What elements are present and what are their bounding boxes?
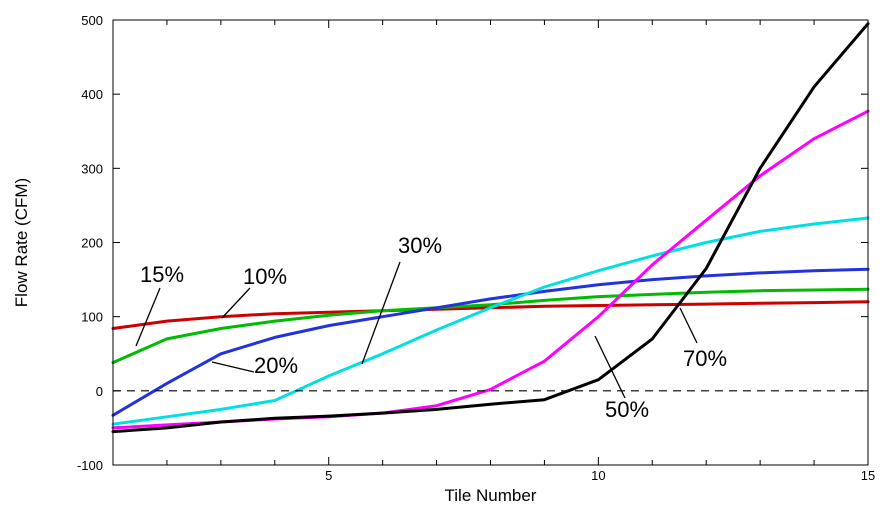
annotation-leader-line xyxy=(211,361,255,373)
y-tick-label: 400 xyxy=(81,87,103,102)
x-tick-label: 5 xyxy=(325,468,332,483)
y-tick-label: 200 xyxy=(81,236,103,251)
y-tick-label: 100 xyxy=(81,310,103,325)
annotation-label: 70% xyxy=(683,346,727,371)
series-line-30pct xyxy=(111,216,870,426)
y-tick-label: 0 xyxy=(96,384,103,399)
x-tick-label: 15 xyxy=(861,468,875,483)
annotation-leader-line xyxy=(594,335,626,399)
x-tick-label: 10 xyxy=(591,468,605,483)
y-tick-label: -100 xyxy=(77,458,103,473)
annotation-leader-line xyxy=(135,287,161,347)
y-tick-label: 300 xyxy=(81,161,103,176)
axis-ticks: -100 0 100 200 300 400 500 5 10 15 xyxy=(77,13,875,483)
plot-area-frame xyxy=(112,19,869,466)
y-axis-title: Flow Rate (CFM) xyxy=(12,178,31,307)
annotation-label: 15% xyxy=(140,262,184,287)
annotation-leader-line xyxy=(221,287,251,319)
y-tick-label: 500 xyxy=(81,13,103,28)
series-line-50pct xyxy=(111,109,870,430)
series-annotations: 15% 10% 20% 30% 50% 70% xyxy=(135,233,727,422)
series-line-70pct xyxy=(111,22,870,434)
annotation-leader-line xyxy=(361,261,401,365)
annotation-label: 50% xyxy=(605,397,649,422)
annotation-label: 10% xyxy=(243,264,287,289)
annotation-label: 20% xyxy=(254,353,298,378)
x-axis-title: Tile Number xyxy=(445,486,537,505)
annotation-label: 30% xyxy=(398,233,442,258)
series-line-10pct xyxy=(111,287,870,365)
annotation-leader-line xyxy=(679,307,698,344)
series-lines xyxy=(111,22,870,434)
series-line-20pct xyxy=(111,267,870,417)
